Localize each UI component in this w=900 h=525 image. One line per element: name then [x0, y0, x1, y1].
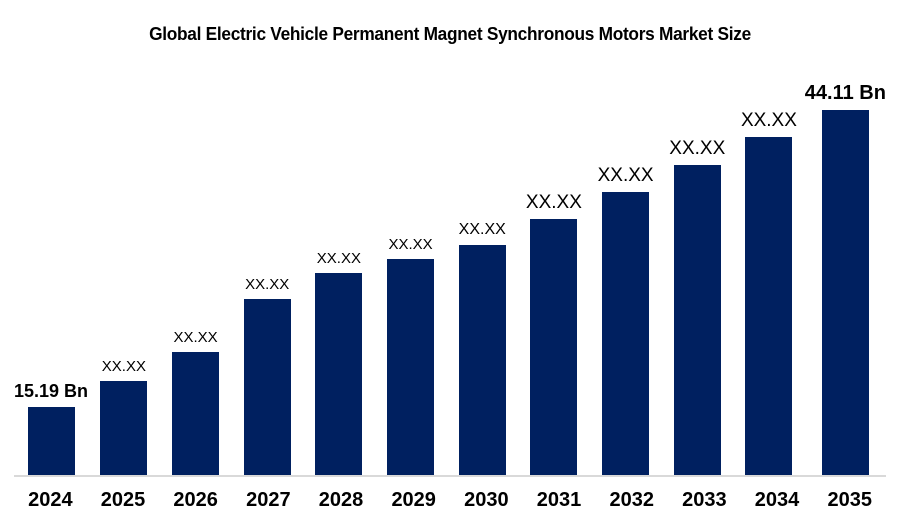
x-axis: 2024 2025 2026 2027 2028 2029 2030 2031 2032 2033… [14, 477, 886, 512]
bar [387, 259, 435, 475]
bar [172, 352, 220, 475]
plot-area: 15.19 Bn XX.XX XX.XX XX.XX XX.XX XX.XX XX.XX XX… [14, 60, 886, 477]
bar-value-label: XX.XX [101, 358, 146, 375]
bar-column-2034: XX.XX [733, 111, 805, 475]
bar-value-label: XX.XX [525, 192, 582, 213]
x-axis-label: 2035 [827, 489, 872, 511]
x-axis-label: 2027 [246, 489, 291, 511]
bar [821, 110, 869, 475]
bar-column-2029: XX.XX [375, 237, 447, 475]
x-axis-label: 2026 [173, 489, 218, 511]
x-axis-label: 2034 [754, 489, 800, 511]
x-axis-label: 2024 [28, 489, 73, 511]
x-axis-label: 2033 [682, 489, 727, 511]
bar-value-label: XX.XX [458, 221, 506, 238]
bar-column-2031: XX.XX [518, 193, 590, 475]
bar-value-label: 44.11 Bn [804, 82, 886, 104]
bar-value-label: XX.XX [173, 329, 218, 346]
bar-value-label: 15.19 Bn [14, 381, 89, 401]
bar [458, 245, 506, 475]
bar-column-2026: XX.XX [160, 330, 232, 475]
bar-column-2030: XX.XX [446, 222, 518, 475]
bar-value-label: XX.XX [740, 110, 797, 131]
bar-column-2032: XX.XX [590, 166, 662, 475]
x-axis-label: 2028 [318, 489, 364, 511]
bar-column-2028: XX.XX [303, 251, 375, 475]
bar-value-label: XX.XX [245, 276, 290, 293]
bar [27, 407, 75, 475]
bar-column-2035: 44.11 Bn [805, 83, 886, 475]
bar [602, 192, 650, 475]
bar [100, 381, 148, 475]
bar-value-label: XX.XX [669, 138, 726, 159]
bar-value-label: XX.XX [388, 236, 433, 253]
bar-column-2033: XX.XX [661, 139, 733, 475]
bar-column-2025: XX.XX [88, 359, 160, 475]
x-axis-label: 2032 [609, 489, 654, 511]
x-axis-label: 2025 [100, 489, 146, 511]
bar-value-label: XX.XX [316, 250, 361, 267]
bar [243, 299, 291, 475]
bar [673, 165, 721, 475]
bar [315, 273, 363, 475]
bar [745, 137, 793, 475]
x-axis-label: 2029 [391, 489, 436, 511]
bar [530, 219, 578, 475]
chart-title: Global Electric Vehicle Permanent Magnet… [149, 24, 751, 44]
bar-column-2027: XX.XX [231, 277, 303, 475]
x-axis-label: 2031 [536, 489, 582, 511]
bar-value-label: XX.XX [597, 165, 654, 186]
x-axis-label: 2030 [464, 489, 509, 511]
bar-column-2024: 15.19 Bn [14, 382, 88, 475]
